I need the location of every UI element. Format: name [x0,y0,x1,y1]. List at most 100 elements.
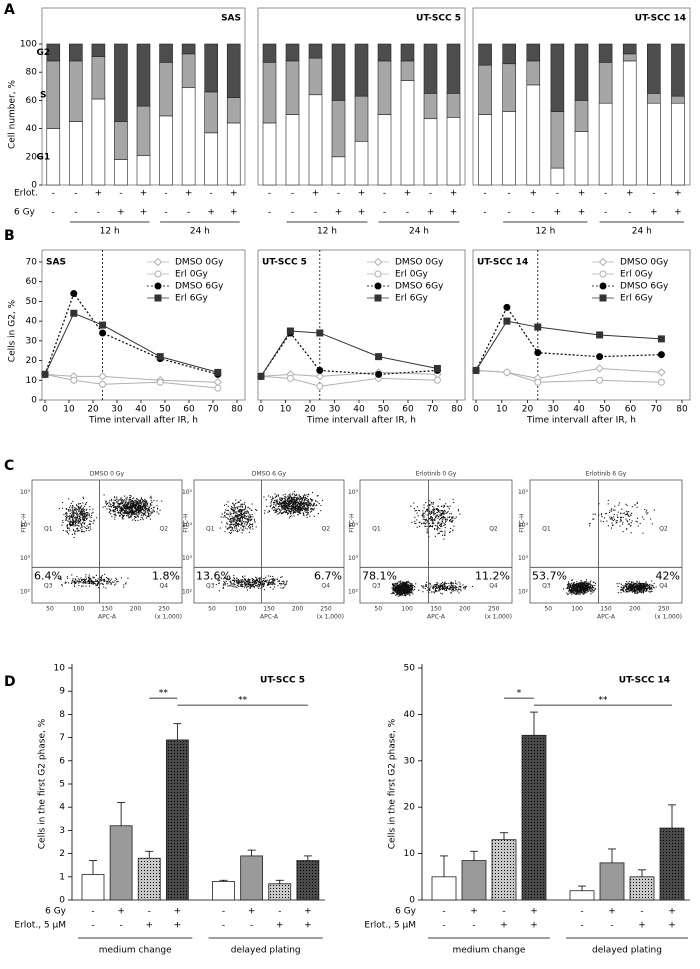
event-dot [241,504,243,506]
event-dot [588,582,590,584]
event-dot [307,512,309,514]
event-dot [446,587,449,589]
event-dot [92,583,94,585]
event-dot [448,520,451,522]
event-dot [251,524,253,526]
event-dot [410,584,412,586]
event-dot [458,588,460,591]
event-dot [81,513,83,515]
event-dot [440,523,443,525]
event-dot [433,514,435,516]
event-dot [443,516,445,518]
event-dot [78,502,80,505]
event-dot [137,506,139,508]
event-dot [242,583,244,586]
event-dot [268,495,270,497]
row-value: + [358,189,366,199]
event-dot [269,505,271,507]
event-dot [237,529,239,531]
event-dot [82,511,84,513]
event-dot [421,586,424,588]
event-dot [135,498,138,500]
event-dot [398,592,400,594]
event-dot [591,591,593,593]
event-dot [432,586,434,589]
event-dot [310,498,312,500]
event-dot [235,526,238,528]
event-dot [464,588,466,590]
event-dot [399,593,401,595]
event-dot [258,578,260,580]
event-dot [422,515,424,517]
event-dot [94,580,97,582]
event-dot [236,580,238,582]
event-dot [400,580,402,582]
event-dot [452,516,454,518]
bar-segment [46,60,61,129]
event-dot [133,505,135,507]
y-tick-label: 20 [26,356,38,366]
row-value: - [164,208,167,218]
event-dot [235,515,237,518]
bar-segment [136,43,151,107]
marker [657,368,666,377]
legend-marker [374,294,382,302]
event-dot [275,499,277,501]
event-dot [437,528,439,530]
event-dot [137,499,139,501]
event-dot [303,500,305,502]
event-dot [304,503,306,505]
event-dot [87,580,89,582]
event-dot [431,516,433,519]
event-dot [233,580,235,582]
x-tick-label: 50 [46,606,54,613]
event-dot [307,514,309,516]
event-dot [78,509,80,511]
event-dot [282,587,284,589]
event-dot [125,505,127,507]
event-dot [293,501,295,503]
event-dot [317,512,319,515]
event-dot [241,512,243,514]
event-dot [428,591,430,593]
event-dot [132,507,134,509]
event-dot [578,586,580,588]
bar-segment [671,95,685,104]
event-dot [299,512,301,514]
event-dot [248,518,250,520]
event-dot [282,497,284,499]
event-dot [62,521,64,523]
event-dot [77,578,80,580]
event-dot [122,506,124,508]
event-dot [262,578,264,580]
event-dot [234,525,236,527]
legend-marker [599,294,607,302]
event-dot [278,507,280,509]
quadrant-percent: 13.6% [196,569,231,582]
event-dot [409,594,411,596]
event-dot [72,579,74,581]
bar-segment [354,140,369,186]
bar-segment [308,57,323,96]
event-dot [405,594,407,596]
event-dot [400,594,402,596]
event-dot [118,505,120,507]
event-dot [122,499,124,501]
bar-segment [159,115,173,186]
event-dot [114,496,116,498]
event-dot [112,501,114,504]
event-dot [237,519,239,521]
event-dot [313,515,315,518]
event-dot [119,502,122,504]
event-dot [464,585,466,588]
event-dot [286,512,288,514]
event-dot [288,503,290,506]
event-dot [82,516,84,518]
event-dot [77,529,80,531]
event-dot [584,584,586,586]
event-dot [236,578,238,580]
bar-segment [308,43,323,59]
event-dot [267,584,269,586]
event-dot [92,511,94,513]
event-dot [292,510,294,512]
